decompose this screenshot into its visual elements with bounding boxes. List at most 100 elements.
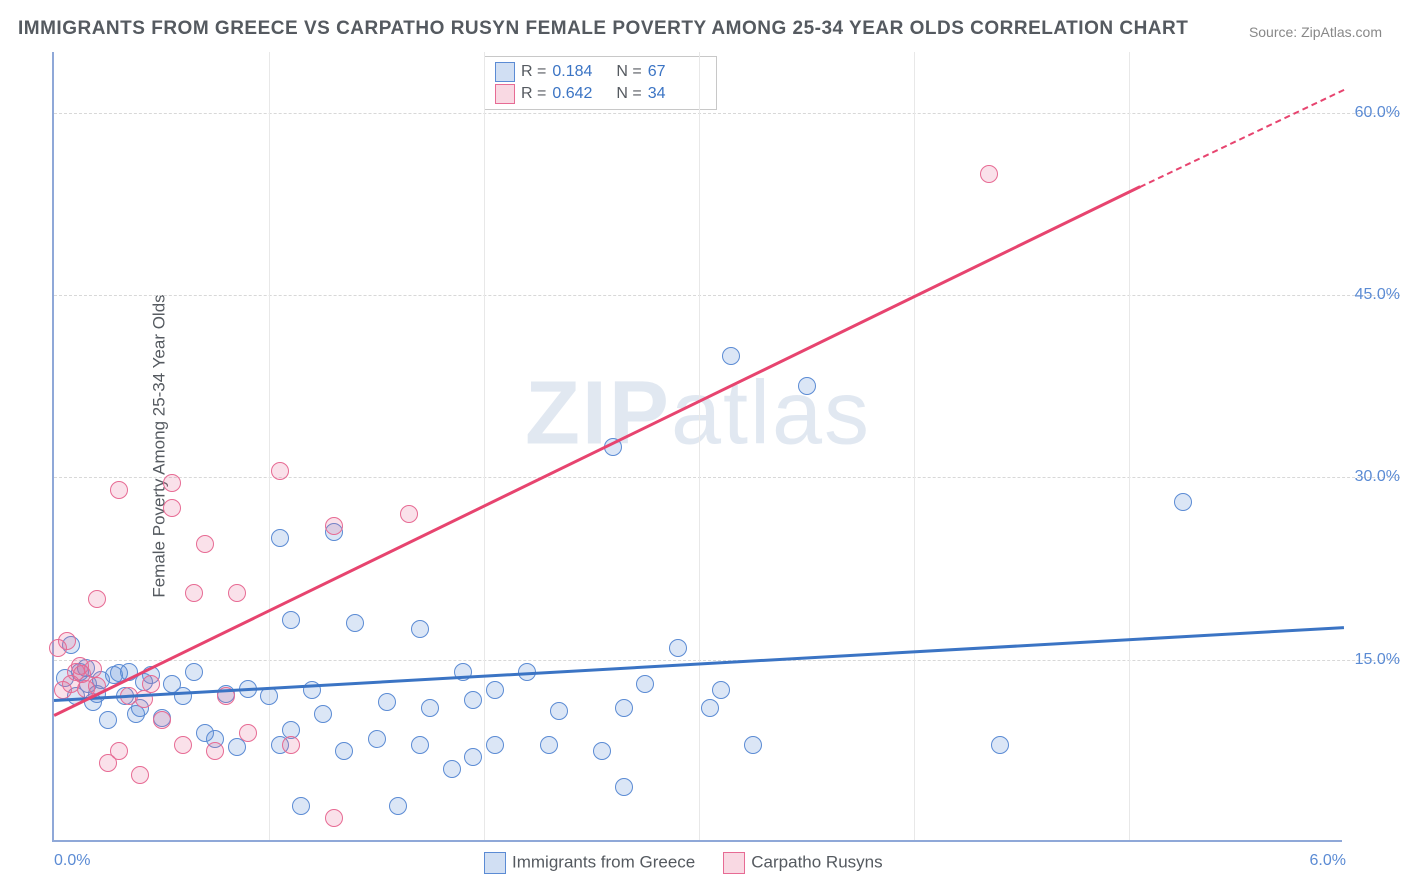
data-point (292, 797, 310, 815)
data-point (400, 505, 418, 523)
data-point (486, 736, 504, 754)
legend-swatch-pink (723, 852, 745, 874)
data-point (1174, 493, 1192, 511)
legend-n-value-blue: 67 (648, 61, 706, 83)
data-point (84, 660, 102, 678)
data-point (174, 736, 192, 754)
source-label: Source: (1249, 24, 1297, 40)
data-point (325, 809, 343, 827)
data-point (346, 614, 364, 632)
data-point (615, 778, 633, 796)
gridline-v (484, 52, 485, 840)
data-point (701, 699, 719, 717)
data-point (615, 699, 633, 717)
data-point (228, 584, 246, 602)
data-point (239, 724, 257, 742)
legend-row-pink: R = 0.642 N = 34 (495, 83, 706, 105)
gridline-h (54, 477, 1400, 478)
data-point (185, 584, 203, 602)
data-point (131, 766, 149, 784)
legend-bottom: Immigrants from Greece Carpatho Rusyns (484, 852, 883, 874)
legend-r-value-blue: 0.184 (552, 61, 610, 83)
data-point (335, 742, 353, 760)
data-point (411, 736, 429, 754)
gridline-v (699, 52, 700, 840)
data-point (58, 632, 76, 650)
data-point (550, 702, 568, 720)
data-point (486, 681, 504, 699)
legend-n-label: N = (616, 83, 641, 105)
y-tick-label: 30.0% (1355, 468, 1400, 486)
legend-r-label: R = (521, 61, 546, 83)
data-point (271, 462, 289, 480)
legend-n-value-pink: 34 (648, 83, 706, 105)
data-point (378, 693, 396, 711)
legend-item-pink: Carpatho Rusyns (723, 852, 882, 874)
data-point (99, 711, 117, 729)
y-tick-label: 45.0% (1355, 286, 1400, 304)
data-point (464, 748, 482, 766)
data-point (153, 711, 171, 729)
data-point (185, 663, 203, 681)
data-point (271, 529, 289, 547)
scatter-plot-area: ZIPatlas R = 0.184 N = 67 R = 0.642 N = … (52, 52, 1342, 842)
data-point (798, 377, 816, 395)
data-point (206, 742, 224, 760)
data-point (593, 742, 611, 760)
data-point (464, 691, 482, 709)
data-point (325, 517, 343, 535)
data-point (282, 736, 300, 754)
data-point (712, 681, 730, 699)
data-point (110, 481, 128, 499)
trendline-pink (53, 186, 1140, 717)
legend-item-blue: Immigrants from Greece (484, 852, 695, 874)
data-point (411, 620, 429, 638)
y-tick-label: 60.0% (1355, 104, 1400, 122)
data-point (636, 675, 654, 693)
data-point (196, 535, 214, 553)
watermark: ZIPatlas (525, 363, 871, 466)
legend-r-value-pink: 0.642 (552, 83, 610, 105)
legend-r-label: R = (521, 83, 546, 105)
legend-swatch-blue (495, 62, 515, 82)
legend-label-pink: Carpatho Rusyns (751, 852, 882, 871)
data-point (368, 730, 386, 748)
x-tick-min: 0.0% (54, 852, 90, 870)
data-point (669, 639, 687, 657)
gridline-v (1129, 52, 1130, 840)
data-point (421, 699, 439, 717)
legend-swatch-pink (495, 84, 515, 104)
data-point (163, 474, 181, 492)
source-link[interactable]: ZipAtlas.com (1301, 24, 1382, 40)
legend-n-label: N = (616, 61, 641, 83)
data-point (722, 347, 740, 365)
y-tick-label: 15.0% (1355, 651, 1400, 669)
data-point (260, 687, 278, 705)
gridline-h (54, 113, 1400, 114)
data-point (142, 675, 160, 693)
gridline-v (914, 52, 915, 840)
data-point (110, 742, 128, 760)
legend-swatch-blue (484, 852, 506, 874)
gridline-v (269, 52, 270, 840)
x-tick-max: 6.0% (1310, 852, 1346, 870)
data-point (991, 736, 1009, 754)
data-point (314, 705, 332, 723)
data-point (389, 797, 407, 815)
source-attribution: Source: ZipAtlas.com (1249, 24, 1382, 40)
legend-correlation-box: R = 0.184 N = 67 R = 0.642 N = 34 (484, 56, 717, 110)
trendline-pink-dashed (1139, 89, 1344, 188)
data-point (443, 760, 461, 778)
legend-row-blue: R = 0.184 N = 67 (495, 61, 706, 83)
data-point (540, 736, 558, 754)
data-point (282, 611, 300, 629)
gridline-h (54, 295, 1400, 296)
data-point (980, 165, 998, 183)
data-point (174, 687, 192, 705)
data-point (163, 499, 181, 517)
chart-title: IMMIGRANTS FROM GREECE VS CARPATHO RUSYN… (18, 18, 1188, 40)
watermark-rest: atlas (671, 364, 871, 464)
data-point (744, 736, 762, 754)
data-point (88, 590, 106, 608)
legend-label-blue: Immigrants from Greece (512, 852, 695, 871)
